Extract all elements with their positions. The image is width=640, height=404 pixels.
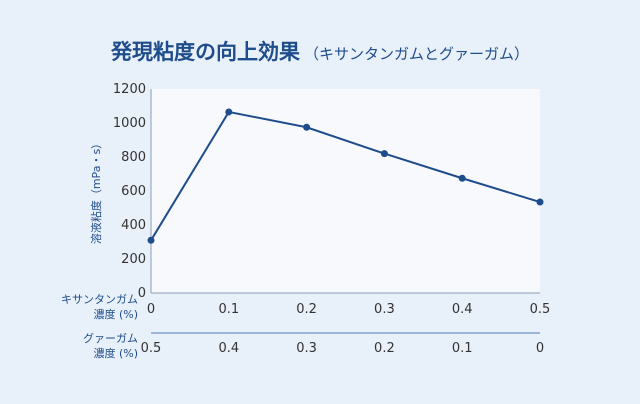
plot-area: [151, 89, 540, 293]
x-tick-label: 0.3: [374, 302, 395, 317]
y-tick-label: 1200: [113, 82, 146, 97]
data-series: [147, 108, 544, 244]
data-point: [380, 150, 388, 158]
y-tick-label: 400: [121, 218, 146, 233]
x-tick-label: 0.2: [374, 341, 395, 356]
x-tick-label: 0.4: [452, 302, 473, 317]
data-point: [147, 236, 155, 244]
chart-title-main: 発現粘度の向上効果: [110, 40, 300, 64]
y-tick-label: 600: [121, 184, 146, 199]
data-point: [536, 198, 544, 206]
y-tick-label: 800: [121, 150, 146, 165]
data-point: [225, 108, 233, 116]
data-point: [303, 123, 311, 131]
x-tick-label: 0.1: [452, 341, 473, 356]
y-tick-label: 0: [138, 286, 146, 301]
y-axis-label: 溶液粘度（mPa・s）: [89, 138, 103, 244]
x-tick-label: 0.1: [218, 302, 239, 317]
series-line: [150, 110, 541, 241]
x-axis-row-label: キサンタンガム: [61, 293, 138, 306]
x-tick-label: 0.5: [141, 341, 162, 356]
y-tick-labels: 0 200 400 600 800 1000 1200: [113, 82, 146, 301]
y-tick-label: 1000: [113, 116, 146, 131]
x-tick-label: 0.2: [296, 302, 317, 317]
x-tick-label: 0.4: [218, 341, 239, 356]
x-axis-row-label: グァーガム: [83, 331, 138, 345]
chart-title: 発現粘度の向上効果 （キサンタンガムとグァーガム）: [0, 36, 640, 66]
x-axis-row-label: 濃度 (%): [93, 346, 138, 360]
data-point: [458, 174, 466, 182]
x-tick-label: 0: [536, 341, 544, 356]
chart-subtitle: （キサンタンガムとグァーガム）: [303, 45, 529, 63]
x-axis-row-label: 濃度 (%): [93, 307, 138, 321]
x-tick-label: 0: [147, 302, 155, 317]
x-tick-label: 0.5: [530, 302, 551, 317]
x-tick-label: 0.3: [296, 341, 317, 356]
y-tick-label: 200: [121, 252, 146, 267]
